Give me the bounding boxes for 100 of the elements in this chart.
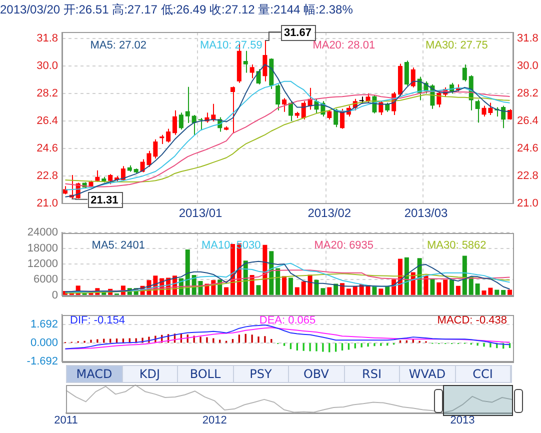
y-tick-label: -1.692 — [26, 355, 58, 368]
y2-tick-label: 22.8 — [517, 170, 538, 182]
bar — [443, 280, 448, 295]
y-tick-label: 26.4 — [36, 115, 58, 128]
candlestick — [288, 100, 293, 122]
text: MACD — [67, 366, 122, 382]
text: CCI — [456, 366, 511, 382]
candlestick — [185, 86, 190, 124]
bar — [282, 276, 287, 295]
bar — [462, 256, 467, 295]
candlestick — [327, 110, 332, 120]
series-label: MA20: 6935 — [314, 240, 374, 252]
text: MA5: 2401 — [92, 240, 145, 252]
candlestick — [243, 50, 248, 74]
x-tick-label: 2012 — [202, 414, 227, 426]
bar — [456, 286, 460, 295]
text: RSI — [344, 366, 400, 382]
bar — [352, 286, 358, 295]
bar — [294, 287, 300, 295]
y2-tick-label: 30.0 — [517, 60, 538, 72]
text: WVAD — [400, 366, 456, 382]
bar — [256, 285, 261, 295]
candlestick — [250, 64, 254, 79]
candlestick — [172, 110, 178, 136]
y2-tick-label: 28.2 — [517, 88, 538, 100]
x-tick-label: 2013 — [450, 414, 475, 426]
y-tick-label: 0.000 — [30, 336, 58, 349]
chart-title: 2013/03/20 开:26.51 高:27.17 低:26.49 收:27.12 量:2144 幅:2.38% — [0, 2, 354, 17]
bar — [378, 288, 384, 295]
series-label: MACD: -0.438 — [437, 314, 507, 327]
bar — [385, 286, 390, 295]
series-label: DEA: 0.065 — [259, 314, 316, 327]
bar — [430, 278, 435, 295]
candlestick — [198, 118, 203, 131]
candlestick — [410, 67, 416, 88]
candlestick — [276, 84, 280, 111]
candlestick — [501, 105, 506, 129]
y2-tick-label: 31.8 — [517, 32, 538, 45]
bar — [334, 284, 338, 295]
bar — [436, 282, 442, 295]
x-tick-label: 2013/01 — [178, 206, 223, 220]
y-tick-label: 0 — [52, 289, 58, 302]
bar — [494, 290, 500, 295]
y-tick-label: 18000 — [27, 242, 58, 254]
candlestick — [385, 102, 390, 112]
bar — [262, 244, 268, 295]
candlestick — [256, 68, 261, 85]
annotation: 31.67 — [284, 27, 312, 40]
bar — [314, 280, 319, 295]
bar — [475, 283, 480, 295]
candlestick — [340, 108, 345, 130]
y-tick-label: 6000 — [34, 274, 58, 286]
y2-tick-label: 21.0 — [517, 198, 538, 210]
bar — [468, 276, 474, 295]
candlestick — [192, 114, 196, 136]
bar — [508, 290, 512, 295]
x-tick-label: 2013/03 — [404, 206, 448, 220]
text: OBV — [289, 366, 344, 382]
bar — [288, 278, 293, 295]
y-tick-label: 24000 — [27, 226, 58, 239]
y-tick-label: 21.0 — [36, 198, 58, 210]
x-tick-label: 2011 — [54, 414, 78, 426]
y-tick-label: 22.8 — [36, 170, 58, 182]
candlestick — [230, 86, 235, 134]
bar — [185, 249, 190, 295]
bar — [327, 287, 332, 295]
bar — [301, 282, 306, 295]
y-tick-label: 28.2 — [36, 88, 58, 100]
bar — [424, 276, 428, 295]
bar — [450, 280, 454, 295]
candlestick — [366, 93, 370, 104]
candlestick — [178, 112, 184, 130]
candlestick — [262, 40, 268, 82]
bar — [276, 268, 280, 295]
candlestick — [475, 99, 480, 124]
bar — [346, 288, 351, 295]
x-tick-label: 2013/02 — [308, 206, 352, 220]
text: PSY — [234, 366, 289, 382]
y2-tick-label: 26.4 — [517, 115, 538, 128]
y-tick-label: 31.8 — [36, 32, 58, 45]
y2-tick-label: 24.6 — [517, 142, 538, 155]
text: MA30: 5862 — [426, 240, 486, 252]
candlestick — [211, 103, 216, 122]
bar — [224, 287, 229, 295]
series-label: DIF: -0.154 — [70, 314, 126, 327]
y-tick-label: 24.6 — [36, 142, 58, 155]
annotation: 21.31 — [90, 194, 118, 206]
y-tick-label: 1.692 — [30, 318, 58, 331]
text: MA5: 27.02 — [90, 39, 147, 52]
y-tick-label: 30.0 — [36, 60, 58, 72]
candlestick — [404, 60, 409, 86]
text: MA20: 28.01 — [312, 39, 376, 52]
text: BOLL — [178, 366, 234, 382]
bar — [501, 290, 506, 295]
bar — [340, 283, 345, 295]
text: KDJ — [122, 366, 178, 382]
candlestick — [282, 98, 287, 112]
candlestick — [436, 90, 442, 108]
y-tick-label: 12000 — [27, 258, 58, 270]
bar — [320, 288, 326, 295]
